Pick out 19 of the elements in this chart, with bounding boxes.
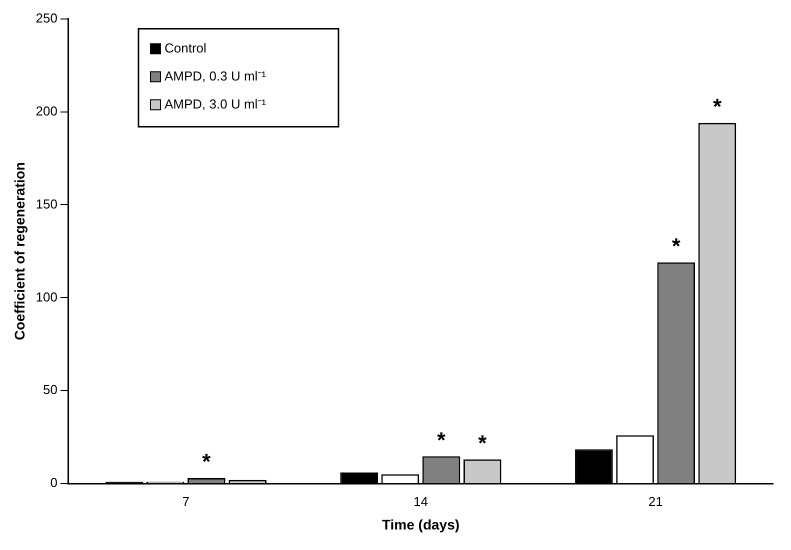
x-tick-label: 14 — [414, 494, 428, 509]
legend-label: AMPD, 3.0 U ml⁻¹ — [164, 96, 267, 112]
data-label: * — [478, 430, 488, 456]
y-tick-label: 100 — [36, 289, 58, 304]
data-label: * — [712, 94, 722, 119]
legend-label: AMPD, 0.3 U ml⁻¹ — [164, 68, 267, 84]
x-tick-label: 21 — [648, 494, 663, 509]
y-tick-label: 50 — [43, 382, 58, 398]
legend-label: Control — [164, 40, 207, 56]
y-tick-label: 250 — [36, 10, 58, 26]
y-axis-title: Coefficient of regeneration — [11, 162, 28, 340]
data-label: * — [672, 233, 681, 258]
data-label: * — [202, 449, 212, 474]
x-tick-label: 7 — [182, 494, 190, 509]
x-axis-title: Time (days) — [382, 516, 460, 532]
data-label: * — [437, 427, 446, 452]
y-tick-label: 200 — [36, 103, 58, 118]
y-tick-label: 0 — [50, 475, 58, 490]
y-tick-label: 150 — [36, 196, 58, 212]
